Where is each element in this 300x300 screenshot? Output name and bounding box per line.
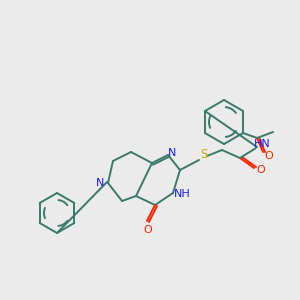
Text: S: S bbox=[200, 148, 208, 161]
Text: O: O bbox=[265, 151, 273, 161]
Text: N: N bbox=[96, 178, 104, 188]
Text: NH: NH bbox=[174, 189, 190, 199]
Text: O: O bbox=[256, 165, 266, 175]
Text: O: O bbox=[144, 225, 152, 235]
Text: N: N bbox=[168, 148, 176, 158]
Text: HN: HN bbox=[254, 139, 270, 149]
